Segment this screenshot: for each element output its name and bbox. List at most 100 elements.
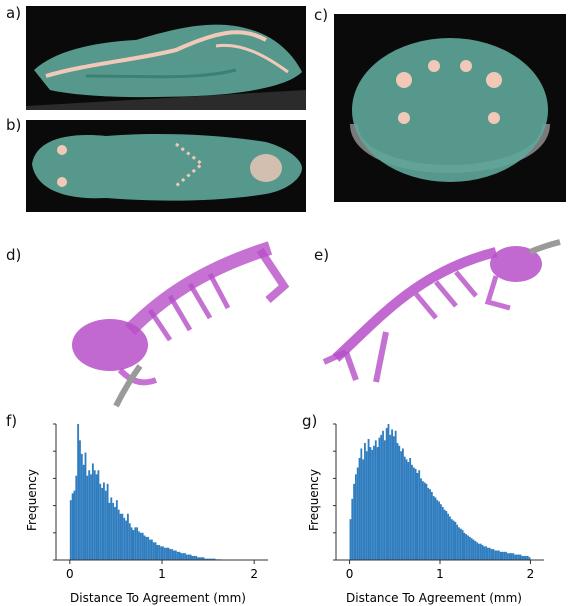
histogram-bar-f [80,453,83,560]
histogram-bar-f [162,546,164,560]
ct-sagittal-image [26,6,306,110]
histogram-bar-g [387,424,390,560]
histogram-bar-g [385,428,388,560]
panel-label-b: b) [6,116,22,134]
histogram-bar-g [449,516,451,560]
histogram-bar-f [115,500,118,560]
histogram-bar-f [121,513,124,560]
histogram-bar-g [456,524,459,560]
histogram-bar-g [472,539,475,560]
histogram-bar-g [364,443,366,560]
histogram-bar-f [126,513,129,560]
histogram-bar-f [163,547,166,560]
histogram-bar-g [376,447,379,560]
histogram-bar-g [447,513,450,560]
histogram-bar-f [211,558,214,560]
histogram-bar-g [514,554,516,560]
histogram-bar-g [434,497,437,560]
histogram-bar-f [75,475,78,560]
histogram-bar-f [197,557,199,560]
x-tick-label-g: 0 [346,567,354,581]
histogram-bar-f [117,509,120,560]
histogram-bar-f [86,475,89,560]
histogram-bar-f [182,553,185,560]
ct-coronal-image [26,120,306,212]
histogram-bar-f [156,545,159,560]
histogram-bar-g [485,546,488,560]
histogram-bar-g [521,555,524,560]
ct-axial-image [334,14,566,202]
histogram-bar-g [441,506,444,560]
histogram-bar-g [490,549,493,560]
histogram-bar-f [195,555,198,560]
histogram-bar-f [209,558,212,560]
histogram-bar-g [506,553,509,560]
histogram-bar-g [467,535,469,560]
x-tick-label-g: 1 [436,567,444,581]
panel-label-g: g) [302,412,318,430]
skeleton-render-d [60,230,310,410]
histogram-bar-g [373,445,375,560]
histogram-bar-f [191,555,194,560]
histogram-bar-f [71,493,74,560]
histogram-bar-g [459,528,462,560]
histogram-bar-g [497,550,500,560]
histogram-bar-f [200,557,203,560]
histogram-bar-g [432,496,435,560]
histogram-bar-f [152,542,155,560]
histogram-bar-f [69,500,72,560]
histogram-bar-g [470,538,473,560]
histogram-bar-f [193,555,196,560]
histogram-bar-g [474,540,477,560]
histogram-bar-f [128,523,131,560]
histogram-bar-g [487,547,489,560]
ylabel-g: Frequency [307,469,321,531]
histogram-bar-g [525,555,527,560]
histogram-bar-f [134,527,137,560]
histogram-bar-g [430,492,433,560]
x-tick-label-f: 1 [158,567,166,581]
histogram-bar-g [528,557,531,560]
histogram-bar-f [103,482,105,560]
histogram-bar-f [97,470,100,560]
histogram-bar-g [505,551,507,560]
histogram-bar-g [358,458,361,560]
histogram-bar-f [180,553,183,560]
histogram-bar-f [82,464,85,560]
histogram-bar-g [438,501,440,560]
histogram-bar-f [213,558,216,560]
histogram-bar-f [206,558,209,560]
ylabel-f: Frequency [25,469,39,531]
histogram-bar-g [512,553,515,560]
histogram-bar-g [429,489,431,560]
histogram-bar-g [421,481,424,560]
histogram-bar-g [383,440,386,560]
histogram-bar-f [110,497,113,560]
histogram-bar-g [517,554,520,560]
histogram-bar-g [476,542,478,560]
histogram-bar-g [436,500,439,560]
histogram-bar-g [492,549,495,560]
histogram-bar-g [488,547,491,560]
histogram-bar-f [88,470,91,560]
histogram-bar-f [112,502,115,560]
histogram-bar-f [178,551,181,560]
histogram-bar-f [95,474,98,560]
histogram-bar-f [104,490,107,560]
xlabel-g: Distance To Agreement (mm) [346,591,522,605]
histogram-bar-f [147,536,150,560]
histogram-bar-f [123,517,126,560]
histogram-bar-f [204,558,207,560]
histogram-bar-g [420,478,422,560]
histogram-bar-g [402,448,404,560]
panel-label-d: d) [6,246,22,264]
histogram-bar-f [173,550,175,560]
histogram-bar-g [461,530,464,560]
histogram-bar-f [114,506,116,560]
histogram-bar-f [125,520,127,560]
histogram-bar-g [405,459,408,560]
histogram-bar-f [132,530,135,560]
histogram-bar-f [184,553,186,560]
histogram-bar-f [143,535,146,560]
histogram-bar-f [187,554,190,560]
